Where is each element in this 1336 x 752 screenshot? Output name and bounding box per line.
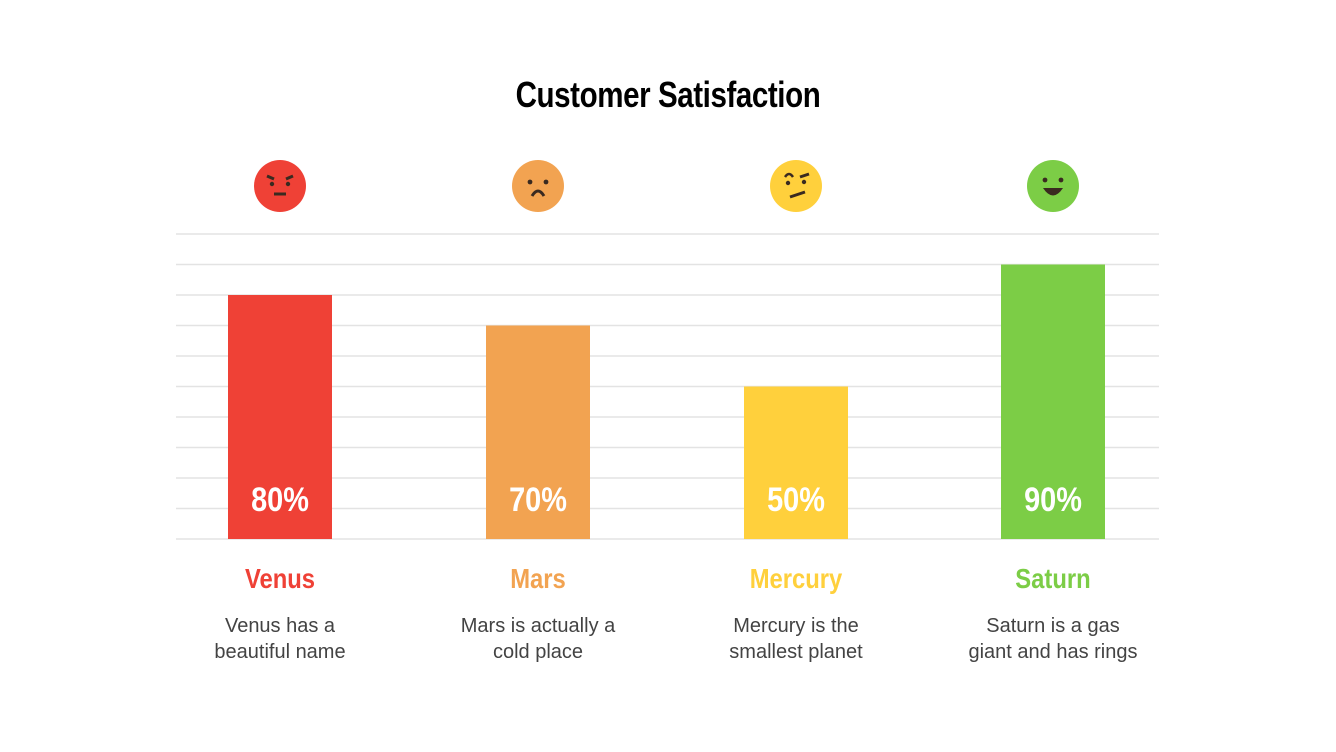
- category-label: Mercury: [749, 563, 843, 594]
- value-label: 50%: [767, 480, 825, 519]
- value-label: 90%: [1024, 480, 1082, 519]
- bar-venus: [228, 295, 332, 539]
- description-line: smallest planet: [729, 641, 863, 663]
- description-line: Mars is actually a: [460, 615, 616, 637]
- bar-saturn: [1001, 264, 1105, 539]
- grinning-face-icon: [1027, 160, 1079, 212]
- category-label: Venus: [244, 563, 316, 594]
- category-label: Saturn: [1015, 563, 1091, 594]
- description-line: Venus has a: [224, 615, 336, 637]
- skeptical-face-icon: [770, 160, 822, 212]
- description-line: cold place: [492, 641, 584, 663]
- description-line: giant and has rings: [968, 641, 1138, 663]
- bar-mercury: [744, 386, 848, 539]
- frowning-face-icon: [512, 160, 564, 212]
- description-line: beautiful name: [214, 641, 346, 663]
- bar-mars: [486, 325, 590, 539]
- value-label: 80%: [251, 480, 309, 519]
- category-description: Venus has a beautiful name: [150, 613, 410, 665]
- category-label: Mars: [510, 563, 566, 594]
- value-label: 70%: [509, 480, 567, 519]
- category-description: Mercury is the smallest planet: [666, 613, 926, 665]
- category-description: Saturn is a gas giant and has rings: [923, 613, 1183, 665]
- description-line: Mercury is the: [733, 615, 859, 637]
- angry-face-icon: [254, 160, 306, 212]
- category-description: Mars is actually a cold place: [408, 613, 668, 665]
- description-line: Saturn is a gas: [986, 615, 1120, 637]
- chart-title: Customer Satisfaction: [515, 74, 821, 115]
